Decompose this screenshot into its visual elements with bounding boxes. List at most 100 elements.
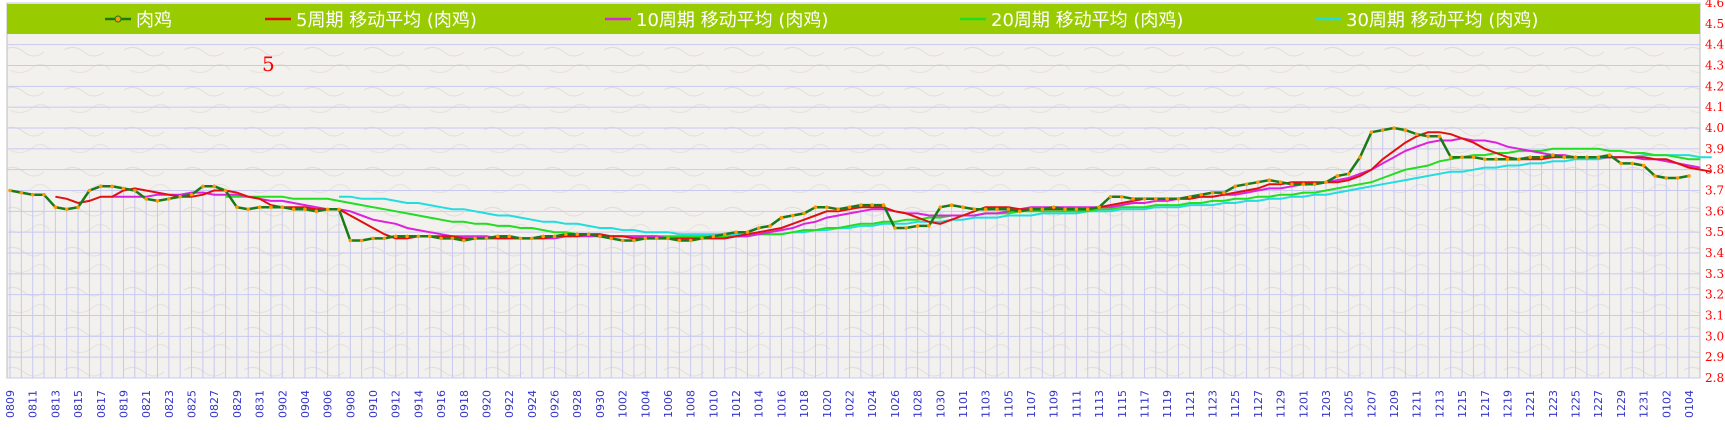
price-point — [121, 186, 126, 191]
x-tick-label: 1107 — [1025, 390, 1038, 418]
y-tick-label: 4.00 — [1705, 121, 1725, 135]
price-point — [1085, 207, 1090, 212]
price-point — [201, 184, 205, 189]
price-point — [541, 234, 545, 239]
legend-label: 肉鸡 — [136, 10, 172, 31]
price-point — [1528, 155, 1532, 159]
price-point — [1675, 176, 1680, 180]
price-point — [132, 188, 137, 193]
price-point — [790, 213, 795, 218]
price-point — [836, 207, 840, 212]
price-point — [711, 234, 716, 239]
price-point — [1392, 126, 1396, 130]
price-point — [893, 226, 897, 230]
y-tick-label: 4.50 — [1705, 17, 1725, 31]
price-point — [1176, 197, 1181, 201]
x-tick-label: 1105 — [1002, 390, 1015, 418]
price-point — [1188, 194, 1192, 199]
series-lines — [9, 126, 1712, 242]
legend-label: 5周期 移动平均 (肉鸡) — [296, 10, 477, 31]
x-tick-label: 1012 — [730, 390, 743, 418]
price-point — [564, 232, 568, 237]
price-point — [870, 203, 874, 207]
y-tick-label: 2.80 — [1705, 371, 1725, 385]
price-point — [983, 207, 988, 212]
price-point — [1551, 153, 1555, 157]
x-tick-label: 0924 — [526, 390, 539, 418]
price-point — [1414, 132, 1419, 137]
price-point — [598, 234, 602, 239]
x-tick-label: 1004 — [639, 390, 652, 418]
price-point — [802, 211, 806, 216]
x-tick-label: 1125 — [1229, 390, 1242, 418]
price-point — [1119, 194, 1124, 199]
x-tick-label: 1109 — [1048, 390, 1061, 418]
x-tick-label: 0104 — [1683, 390, 1696, 418]
price-point — [1517, 157, 1521, 162]
price-point — [1358, 155, 1362, 159]
price-point — [609, 236, 614, 241]
price-point — [1687, 174, 1691, 178]
price-point — [359, 238, 364, 243]
x-tick-label: 1028 — [912, 390, 925, 418]
x-tick-label: 1010 — [707, 390, 720, 418]
price-point — [961, 205, 965, 209]
x-tick-label: 0811 — [27, 390, 40, 418]
price-point — [439, 236, 443, 241]
price-point — [1006, 207, 1011, 212]
price-point — [722, 232, 727, 237]
x-tick-label: 0920 — [480, 390, 493, 418]
price-point — [53, 205, 58, 209]
price-point — [677, 238, 682, 243]
price-point — [995, 207, 999, 212]
x-tick-label: 1201 — [1297, 390, 1310, 418]
x-tick-label: 1215 — [1456, 390, 1469, 418]
price-point — [1256, 180, 1260, 184]
price-point — [19, 190, 24, 195]
x-tick-label: 1111 — [1070, 390, 1083, 418]
price-point — [654, 236, 659, 241]
x-tick-label: 0813 — [49, 390, 62, 418]
x-tick-label: 0926 — [549, 390, 562, 418]
y-axis: 2.80 2.90 3.00 3.10 3.20 3.30 3.40 3.50 3.60 3.70… — [1705, 0, 1725, 385]
price-point — [972, 207, 977, 212]
y-tick-label: 4.60 — [1705, 0, 1725, 10]
price-point — [1267, 178, 1272, 182]
x-tick-label: 1101 — [957, 390, 970, 418]
price-point — [450, 236, 455, 241]
x-tick-label: 0912 — [390, 390, 403, 418]
price-point — [1233, 184, 1238, 189]
price-point — [1369, 130, 1374, 134]
x-tick-label: 1008 — [685, 390, 698, 418]
price-point — [1448, 155, 1453, 159]
y-tick-label: 3.70 — [1705, 184, 1725, 198]
x-tick-label: 0918 — [458, 390, 471, 418]
price-point — [303, 207, 307, 212]
price-point — [1131, 197, 1135, 201]
price-point — [178, 194, 182, 199]
x-tick-label: 0914 — [412, 390, 425, 418]
price-point — [8, 188, 12, 193]
x-tick-label: 1022 — [844, 390, 857, 418]
y-tick-label: 3.60 — [1705, 204, 1725, 218]
x-tick-label: 1123 — [1207, 390, 1220, 418]
series-line-4 — [339, 154, 1712, 236]
price-point — [427, 234, 432, 239]
x-tick-label: 1014 — [753, 390, 766, 418]
price-point — [1222, 190, 1226, 195]
x-tick-label: 1006 — [662, 390, 675, 418]
price-point — [813, 205, 818, 209]
price-point — [1619, 161, 1623, 166]
x-tick-label: 1119 — [1161, 390, 1174, 418]
price-point — [915, 224, 920, 228]
price-point — [1210, 190, 1215, 195]
x-tick-label: 0817 — [95, 390, 108, 418]
x-tick-label: 1231 — [1638, 390, 1651, 418]
price-point — [314, 209, 319, 214]
legend-label: 10周期 移动平均 (肉鸡) — [636, 10, 828, 31]
x-tick-label: 1026 — [889, 390, 902, 418]
price-point — [1108, 194, 1113, 199]
x-tick-label: 0922 — [503, 390, 516, 418]
x-tick-label: 0102 — [1660, 390, 1673, 418]
